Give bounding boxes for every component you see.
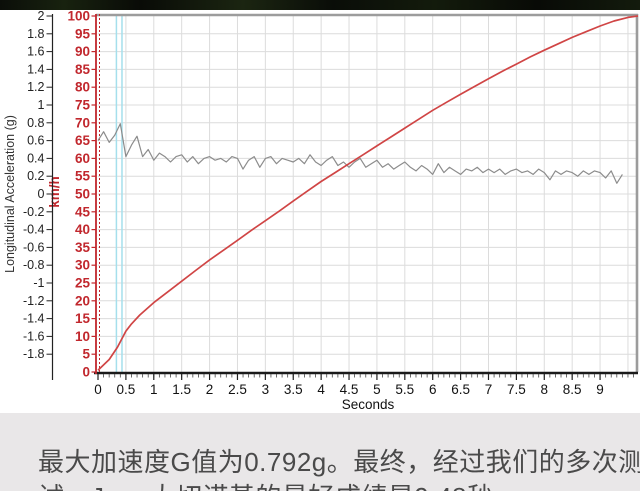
- svg-text:1.5: 1.5: [172, 382, 191, 397]
- svg-text:2.5: 2.5: [228, 382, 247, 397]
- svg-text:2: 2: [38, 9, 45, 23]
- svg-text:8.5: 8.5: [563, 382, 582, 397]
- svg-text:7.5: 7.5: [507, 382, 526, 397]
- svg-text:5.5: 5.5: [395, 382, 414, 397]
- svg-text:35: 35: [75, 240, 91, 255]
- svg-text:-1.2: -1.2: [23, 294, 45, 308]
- acceleration-chart: 1009590858075706560555045403530252015105…: [3, 8, 639, 412]
- svg-text:8: 8: [541, 382, 549, 397]
- svg-text:0.4: 0.4: [27, 151, 44, 165]
- svg-text:4: 4: [317, 382, 325, 397]
- svg-text:-0.6: -0.6: [23, 240, 45, 254]
- svg-text:90: 90: [75, 44, 90, 59]
- svg-text:65: 65: [75, 133, 91, 148]
- series-longitudinal_acceleration_g: [97, 123, 623, 184]
- svg-text:6: 6: [429, 382, 437, 397]
- svg-text:-1: -1: [33, 276, 44, 290]
- svg-text:0.5: 0.5: [117, 382, 136, 397]
- svg-text:1.8: 1.8: [27, 27, 44, 41]
- x-axis: 0 0.5 1 1.5 2 2.5 3 3.5 4 4.5 5 5.5 6 6.5 7 7.5 8 8.5 9 Sec…: [94, 374, 634, 412]
- svg-text:km/h: km/h: [47, 176, 62, 208]
- svg-text:7: 7: [485, 382, 493, 397]
- kmh-axis: 1009590858075706560555045403530252015105…: [47, 9, 100, 380]
- svg-text:40: 40: [75, 222, 90, 237]
- svg-text:25: 25: [75, 276, 91, 291]
- svg-text:1: 1: [150, 382, 158, 397]
- svg-text:0.6: 0.6: [27, 134, 44, 148]
- svg-text:Seconds: Seconds: [342, 397, 395, 412]
- svg-text:-1.8: -1.8: [23, 347, 45, 361]
- svg-text:-0.2: -0.2: [23, 205, 45, 219]
- svg-text:2: 2: [206, 382, 214, 397]
- caption-text-line2: 试，Jeep大切诺基的最好成绩是9.48秒。: [38, 484, 520, 491]
- svg-text:1: 1: [38, 98, 45, 112]
- svg-text:-1.4: -1.4: [23, 312, 45, 326]
- svg-text:0.8: 0.8: [27, 116, 44, 130]
- svg-text:4.5: 4.5: [340, 382, 359, 397]
- svg-text:5: 5: [373, 382, 381, 397]
- svg-text:-0.8: -0.8: [23, 258, 45, 272]
- caption-panel: [0, 413, 640, 491]
- svg-text:0.2: 0.2: [27, 169, 44, 183]
- series-speed_kmh: [97, 15, 639, 371]
- svg-text:10: 10: [75, 329, 90, 344]
- svg-text:15: 15: [75, 311, 91, 326]
- svg-text:9: 9: [596, 382, 604, 397]
- svg-text:1.2: 1.2: [27, 80, 44, 94]
- g-axis: 2 1.8 1.6 1.4 1.2 1 0.8 0.6 0.4 0.2 0 -0.2 -0.4 -0.6 -…: [3, 9, 54, 380]
- svg-text:20: 20: [75, 293, 90, 308]
- svg-text:75: 75: [75, 98, 91, 113]
- svg-text:Longitudinal Acceleration (g): Longitudinal Acceleration (g): [3, 115, 17, 273]
- svg-text:-0.4: -0.4: [23, 223, 45, 237]
- svg-text:1.4: 1.4: [27, 62, 44, 76]
- chart-panel: 100 95 90 85 80 75 70 65 60 55 50 45 40 35 30 25 20 15 10 5…: [3, 8, 639, 412]
- svg-text:30: 30: [75, 258, 90, 273]
- max-g-cursor: [115, 16, 123, 372]
- svg-text:60: 60: [75, 151, 90, 166]
- svg-text:80: 80: [75, 80, 90, 95]
- svg-text:5: 5: [82, 347, 90, 362]
- svg-text:100: 100: [67, 9, 90, 24]
- svg-text:6.5: 6.5: [451, 382, 470, 397]
- svg-text:3.5: 3.5: [284, 382, 303, 397]
- svg-text:1.6: 1.6: [27, 45, 44, 59]
- svg-text:45: 45: [75, 204, 91, 219]
- svg-text:0: 0: [38, 187, 45, 201]
- svg-text:0: 0: [94, 382, 102, 397]
- top-photo-strip: [0, 0, 640, 10]
- svg-text:55: 55: [75, 169, 91, 184]
- svg-text:0: 0: [82, 365, 90, 380]
- svg-text:85: 85: [75, 62, 91, 77]
- plot-frame: [94, 13, 639, 375]
- svg-text:50: 50: [75, 187, 90, 202]
- grid: [98, 16, 638, 372]
- svg-text:95: 95: [75, 26, 91, 41]
- svg-text:70: 70: [75, 115, 90, 130]
- svg-text:3: 3: [262, 382, 270, 397]
- caption-text-line1: 最大加速度G值为0.792g。最终，经过我们的多次测: [38, 447, 640, 477]
- svg-text:-1.6: -1.6: [23, 329, 45, 343]
